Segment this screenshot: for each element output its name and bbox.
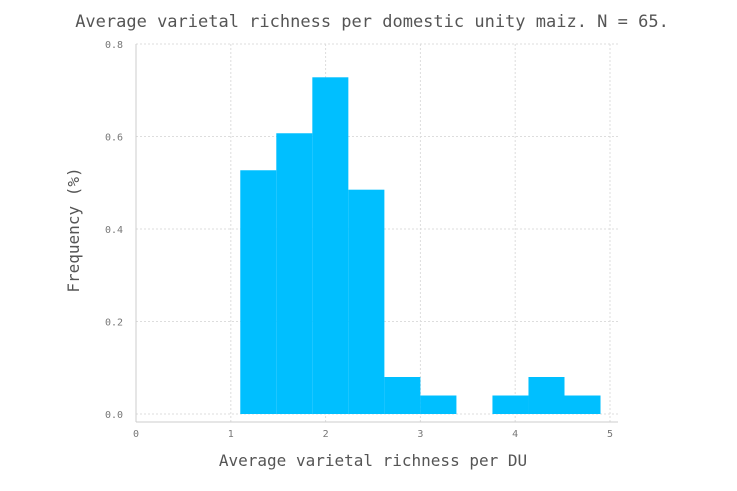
x-tick-label: 4: [512, 429, 518, 440]
histogram-bar: [276, 133, 313, 414]
histogram-bar: [240, 170, 277, 414]
y-axis-label: Frequency (%): [64, 167, 83, 292]
x-tick-label: 5: [607, 429, 613, 440]
y-tick-label: 0.0: [105, 410, 123, 421]
histogram-bar: [564, 395, 601, 414]
x-tick-label: 3: [417, 429, 423, 440]
histogram-bar: [312, 77, 349, 415]
x-tick-label: 1: [228, 429, 234, 440]
chart-title: Average varietal richness per domestic u…: [75, 12, 669, 32]
histogram-bar: [384, 377, 421, 414]
x-axis-label: Average varietal richness per DU: [219, 451, 527, 470]
y-tick-label: 0.2: [105, 318, 123, 329]
x-tick-label: 0: [133, 429, 139, 440]
bars-layer: [240, 77, 601, 415]
y-tick-label: 0.8: [105, 40, 123, 51]
y-tick-label: 0.4: [105, 225, 123, 236]
y-tick-label: 0.6: [105, 133, 123, 144]
histogram-bar: [492, 395, 529, 414]
histogram-bar: [528, 377, 565, 414]
histogram-bar: [348, 189, 385, 414]
histogram-bar: [420, 395, 457, 414]
axis-layer: 0 1 2 3 4 5 0.0 0.2 0.4 0.6 0.8: [105, 40, 618, 440]
x-tick-label: 2: [323, 429, 329, 440]
